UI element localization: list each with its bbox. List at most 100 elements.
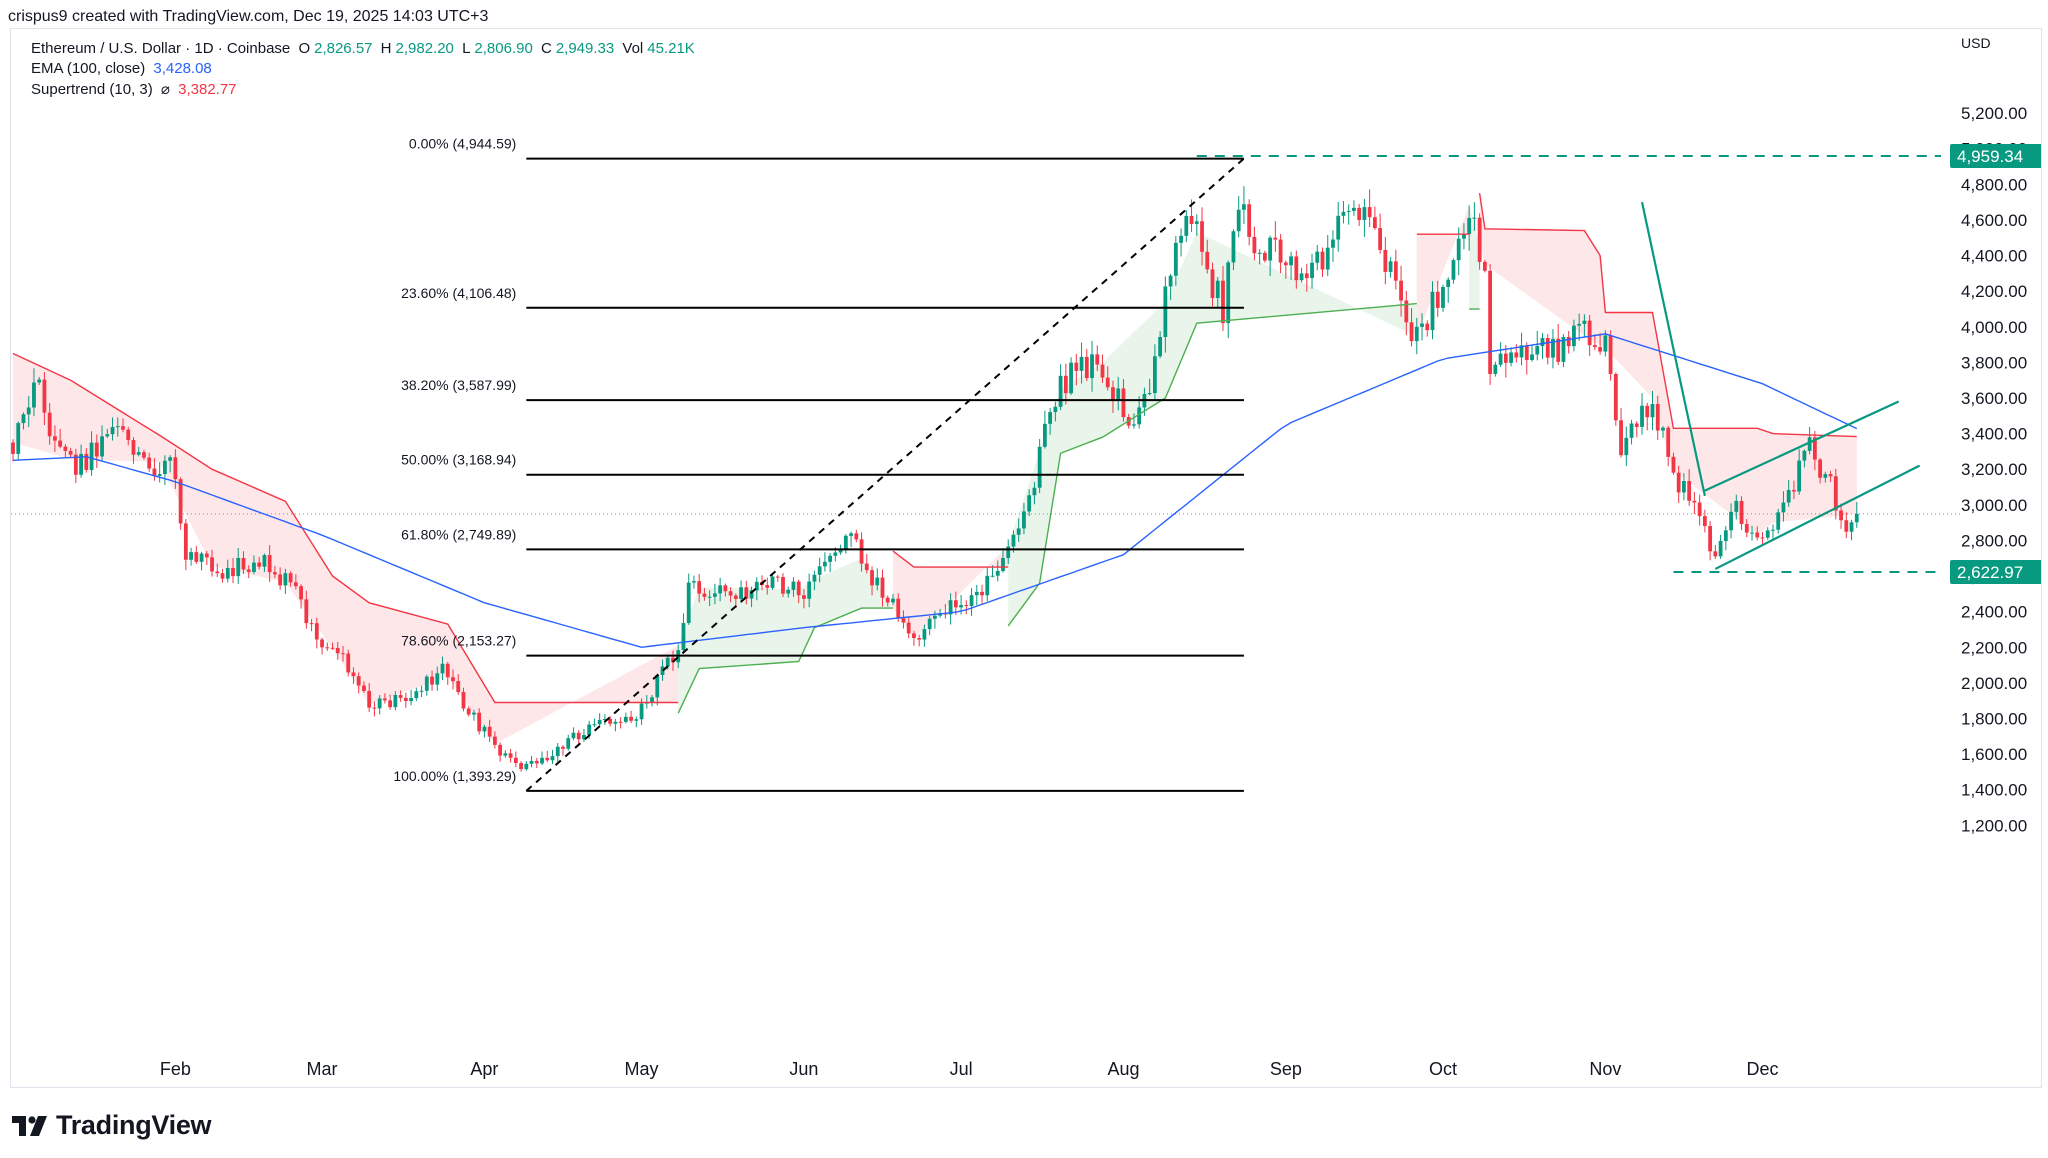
candle-body: [781, 576, 785, 594]
candle-body: [807, 581, 812, 599]
candle-body: [1807, 437, 1812, 451]
candle-body: [1100, 364, 1105, 378]
candle-body: [912, 633, 916, 638]
candle-body: [257, 562, 262, 567]
candle-body: [1629, 423, 1634, 438]
candle-body: [398, 695, 403, 698]
candle-body: [1545, 338, 1550, 358]
candle-body: [1215, 280, 1220, 299]
candle-body: [995, 570, 1000, 576]
candle-body: [1577, 323, 1582, 326]
candle-body: [68, 450, 73, 455]
candle-body: [1608, 335, 1613, 374]
candle-body: [1367, 207, 1372, 218]
candle-body: [89, 442, 94, 471]
candle-body: [163, 460, 167, 475]
legend-row-supertrend: Supertrend (10, 3) ⌀ 3,382.77: [31, 80, 241, 98]
candle-body: [1414, 326, 1419, 342]
candle-body: [1556, 338, 1561, 362]
candle-body: [1833, 476, 1838, 511]
candle-body: [424, 676, 429, 691]
x-axis-month-label: Dec: [1746, 1059, 1778, 1079]
ema-100-line: [12, 333, 1858, 649]
candle-body: [461, 692, 466, 709]
candle-body: [1844, 520, 1849, 532]
candle-body: [681, 622, 686, 651]
candle-body: [796, 581, 801, 596]
candle-body: [519, 763, 523, 770]
candle-body: [513, 757, 518, 764]
y-axis-tick-label: 3,600.00: [1961, 389, 2027, 408]
price-chart[interactable]: 0.00% (4,944.59) 23.60% (4,106.48) 38.20% …: [11, 29, 2041, 1087]
fib-level-label-3: 50.00% (3,168.94): [401, 452, 516, 468]
candle-body: [466, 708, 471, 715]
candle-body: [1111, 387, 1115, 400]
candle-body: [388, 700, 393, 708]
candle-body: [252, 562, 256, 572]
supertrend-fill-3: [1008, 232, 1417, 626]
candle-body: [1488, 270, 1493, 374]
tradingview-logo[interactable]: TradingView: [12, 1110, 212, 1141]
candle-body: [540, 757, 544, 764]
candle-body: [1524, 345, 1529, 360]
chart-attribution: crispus9 created with TradingView.com, D…: [8, 8, 489, 25]
candle-body: [1325, 247, 1330, 270]
candle-body: [1242, 204, 1246, 210]
candle-body: [1383, 249, 1388, 272]
y-axis-tick-label: 1,400.00: [1961, 781, 2027, 800]
candle-body: [1027, 495, 1032, 512]
candle-body: [545, 757, 550, 761]
candle-body: [273, 572, 277, 575]
supertrend-fill-1: [678, 558, 893, 714]
candle-body: [1116, 388, 1121, 400]
candle-body: [838, 549, 843, 553]
candle-body: [1446, 279, 1451, 287]
candle-body: [47, 412, 52, 437]
candle-body: [833, 552, 838, 556]
candle-body: [1404, 300, 1409, 323]
candle-body: [1294, 256, 1299, 281]
candle-body: [482, 726, 487, 732]
candle-body: [1105, 377, 1110, 388]
candle-body: [136, 452, 141, 455]
candle-body: [980, 591, 984, 596]
candle-body: [199, 553, 204, 562]
candle-body: [330, 647, 335, 649]
price-level-badge-label-1: 2,622.97: [1957, 563, 2023, 582]
candle-body: [608, 719, 613, 724]
y-axis-tick-label: 1,200.00: [1961, 816, 2027, 835]
candle-body: [1278, 239, 1283, 263]
supertrend-line-0: [12, 352, 679, 704]
candle-body: [786, 589, 791, 594]
candle-body: [1718, 540, 1723, 557]
candle-body: [1090, 354, 1094, 379]
candle-body: [1435, 291, 1440, 308]
candle-body: [1210, 269, 1215, 299]
candle-body: [1739, 500, 1744, 525]
candle-body: [1336, 215, 1341, 240]
candle-body: [362, 685, 366, 691]
candle-body: [1561, 337, 1566, 362]
candle-body: [592, 724, 597, 726]
candle-body: [770, 576, 775, 588]
candle-body: [1011, 534, 1016, 547]
candle-body: [1587, 320, 1592, 346]
legend-open-value: 2,826.57: [314, 40, 373, 57]
y-axis-tick-label: 1,600.00: [1961, 745, 2027, 764]
candle-body: [1477, 217, 1482, 262]
candle-body: [629, 716, 633, 721]
price-level-badge-1: [1950, 559, 2041, 584]
legend-open-label: O: [298, 40, 311, 57]
candle-body: [1257, 252, 1262, 254]
x-axis-month-label: Oct: [1429, 1059, 1457, 1079]
candle-body: [173, 457, 178, 480]
candle-body: [1042, 423, 1047, 447]
chart-panel[interactable]: 0.00% (4,944.59) 23.60% (4,106.48) 38.20% …: [10, 28, 2042, 1088]
tradingview-logo-text: TradingView: [56, 1110, 212, 1140]
candle-body: [451, 677, 455, 682]
candle-body: [356, 676, 361, 686]
candle-body: [655, 674, 660, 698]
candle-body: [168, 457, 173, 461]
supertrend-fill-0: [13, 353, 679, 744]
candle-body: [1503, 353, 1508, 363]
